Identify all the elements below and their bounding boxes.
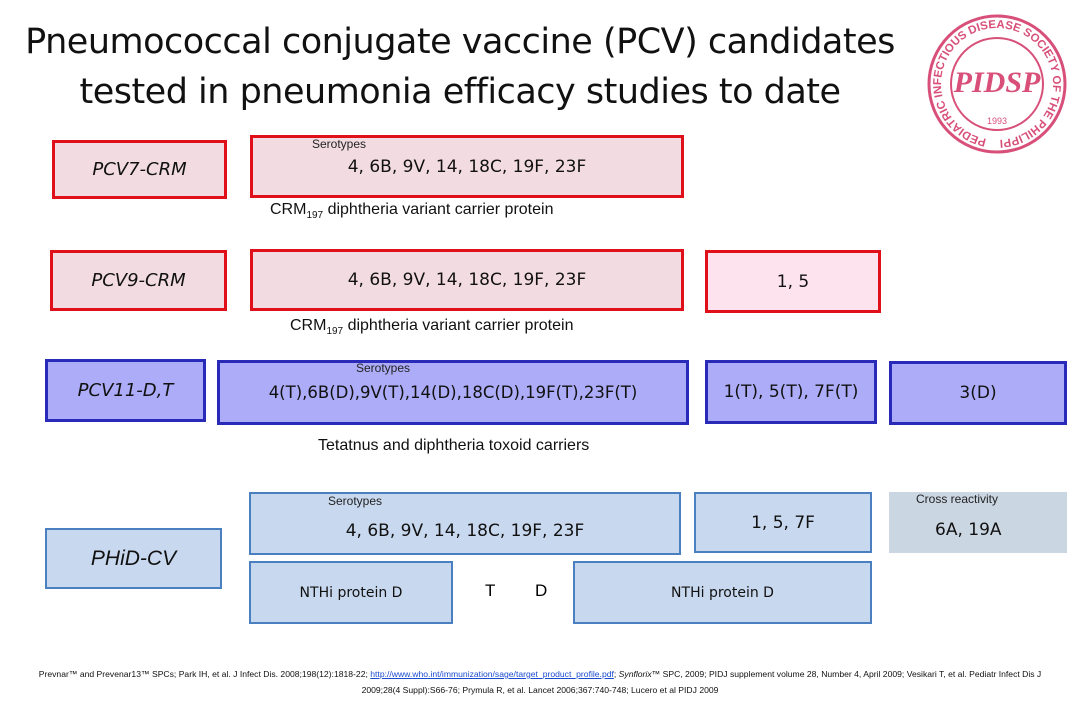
footer-text: Synflorix™ xyxy=(618,669,661,679)
footer-text: SPC, 2009; PIDJ supplement volume 28, Nu… xyxy=(361,669,1042,695)
serotypes: 4, 6B, 9V, 14, 18C, 19F, 23F xyxy=(347,156,587,177)
cross-box: 6A, 19A xyxy=(889,492,1067,553)
logo-ring xyxy=(927,14,1067,154)
carrier-letter: T xyxy=(485,581,496,600)
protein-box: NTHi protein D xyxy=(573,561,872,624)
carrier-sub: 197 xyxy=(306,210,324,222)
small-label: Cross reactivity xyxy=(916,492,999,506)
small-label: Serotypes xyxy=(328,494,383,508)
footer: Prevnar™ and Prevenar13™ SPCs; Park IH, … xyxy=(20,666,1060,698)
vaccine-label: PCV7-CRM xyxy=(52,140,227,199)
footer-link[interactable]: http://www.who.int/immunization/sage/tar… xyxy=(370,669,614,679)
serotype-box: 4(T),6B(D),9V(T),14(D),18C(D),19F(T),23F… xyxy=(217,360,689,425)
title-line: tested in pneumonia efficacy studies to … xyxy=(79,72,841,112)
vaccine-label: PHiD-CV xyxy=(45,528,222,589)
carrier: CRM197 diphtheria variant carrier protei… xyxy=(270,201,553,221)
small-label: Serotypes xyxy=(312,137,367,151)
extra-box: 1(T), 5(T), 7F(T) xyxy=(705,360,877,424)
vaccine-label: PCV9-CRM xyxy=(50,250,227,311)
serotype-box: 4, 6B, 9V, 14, 18C, 19F, 23F xyxy=(250,249,684,311)
extra-box: 3(D) xyxy=(889,361,1067,425)
carrier: CRM197 diphtheria variant carrier protei… xyxy=(290,317,573,337)
carrier-text: diphtheria variant carrier protein xyxy=(323,201,554,218)
extra-box: 1, 5, 7F xyxy=(694,492,872,553)
logo: PEDIATRIC INFECTIOUS DISEASE SOCIETY OF … xyxy=(922,12,1067,154)
serotype-box: 4, 6B, 9V, 14, 18C, 19F, 23F xyxy=(249,492,681,555)
carrier-letter: D xyxy=(535,581,548,600)
carrier-text: diphtheria variant carrier protein xyxy=(343,317,574,334)
serotype-box: 4, 6B, 9V, 14, 18C, 19F, 23F xyxy=(250,135,684,198)
logo-year: 1993 xyxy=(987,116,1007,126)
vaccine-label: PCV11-D,T xyxy=(45,359,206,422)
footer-text: Prevnar™ and Prevenar13™ SPCs; Park IH, … xyxy=(38,669,371,679)
logo-inner xyxy=(950,37,1044,131)
carrier-text: CRM xyxy=(270,201,307,218)
carrier-sub: 197 xyxy=(326,326,344,338)
extra-box: 1, 5 xyxy=(705,250,881,313)
title-line: Pneumococcal conjugate vaccine (PCV) can… xyxy=(25,22,895,62)
protein-box: NTHi protein D xyxy=(249,561,453,624)
small-label: Serotypes xyxy=(356,361,411,375)
footer-text: ; xyxy=(613,669,619,679)
carrier-text: CRM xyxy=(290,317,327,334)
carrier: Tetatnus and diphtheria toxoid carriers xyxy=(318,437,590,454)
logo-initials: PIDSP xyxy=(953,66,1041,99)
